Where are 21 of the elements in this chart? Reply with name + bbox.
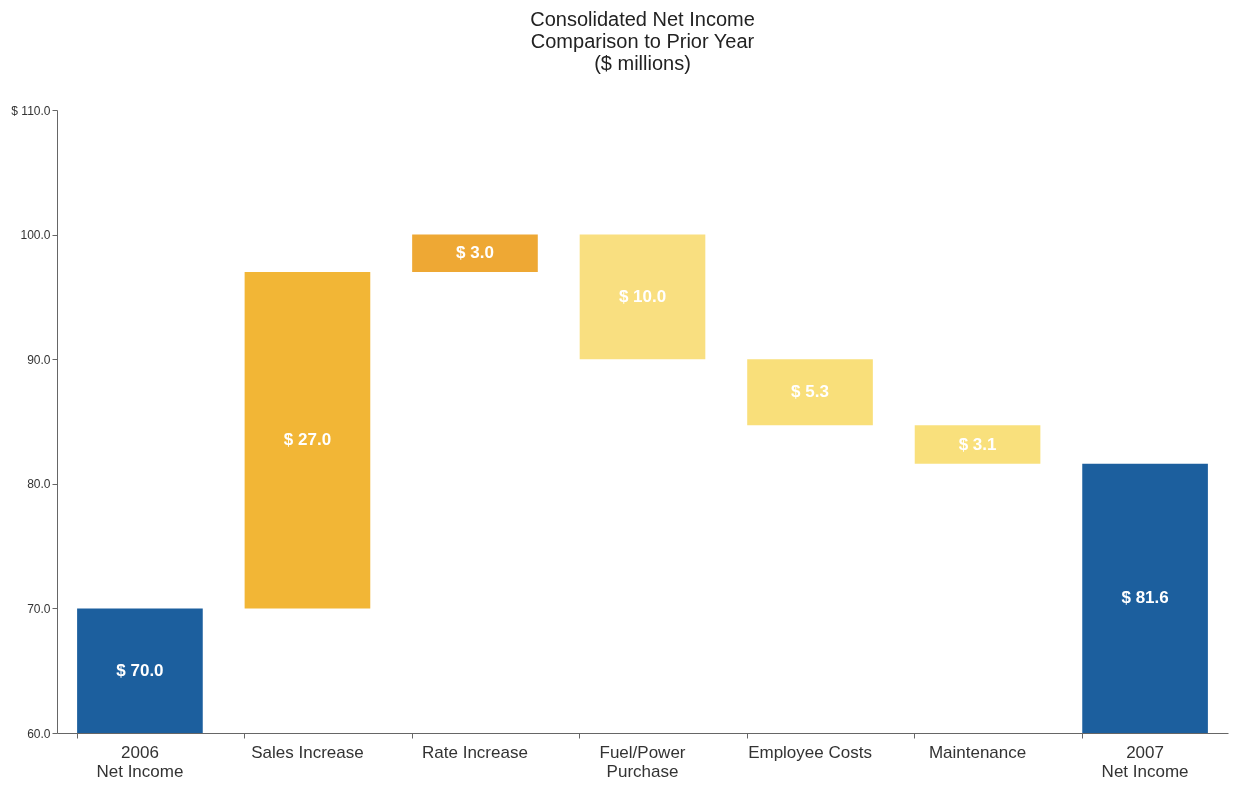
data-label: $ 81.6 (1121, 588, 1169, 608)
y-tick-label: 90.0 (27, 352, 51, 367)
data-label: $ 70.0 (116, 660, 164, 680)
y-tick-label: $ 110.0 (11, 103, 51, 118)
x-tick-label: Fuel/Power Purchase (599, 742, 686, 781)
x-tick-label: Employee Costs (748, 742, 872, 762)
y-tick-label: 80.0 (27, 477, 51, 492)
x-tick-label: Maintenance (928, 742, 1027, 762)
x-tick-label: Rate Increase (422, 742, 528, 762)
data-label: $ 27.0 (283, 430, 332, 450)
y-tick-label: 60.0 (27, 726, 51, 741)
x-tick-label: 2006 Net Income (96, 742, 184, 781)
chart-title: Consolidated Net Income Comparison to Prior Year ($ millions) (530, 8, 755, 74)
y-tick-label: 100.0 (20, 228, 51, 243)
data-label: $ 5.3 (791, 382, 829, 402)
data-label: $ 3.1 (958, 434, 997, 454)
x-tick-label: 2007 Net Income (1101, 742, 1189, 781)
data-label: $ 10.0 (618, 286, 667, 306)
x-tick-label: Sales Increase (251, 742, 364, 762)
y-tick-label: 70.0 (27, 601, 51, 616)
data-label: $ 3.0 (456, 243, 494, 263)
